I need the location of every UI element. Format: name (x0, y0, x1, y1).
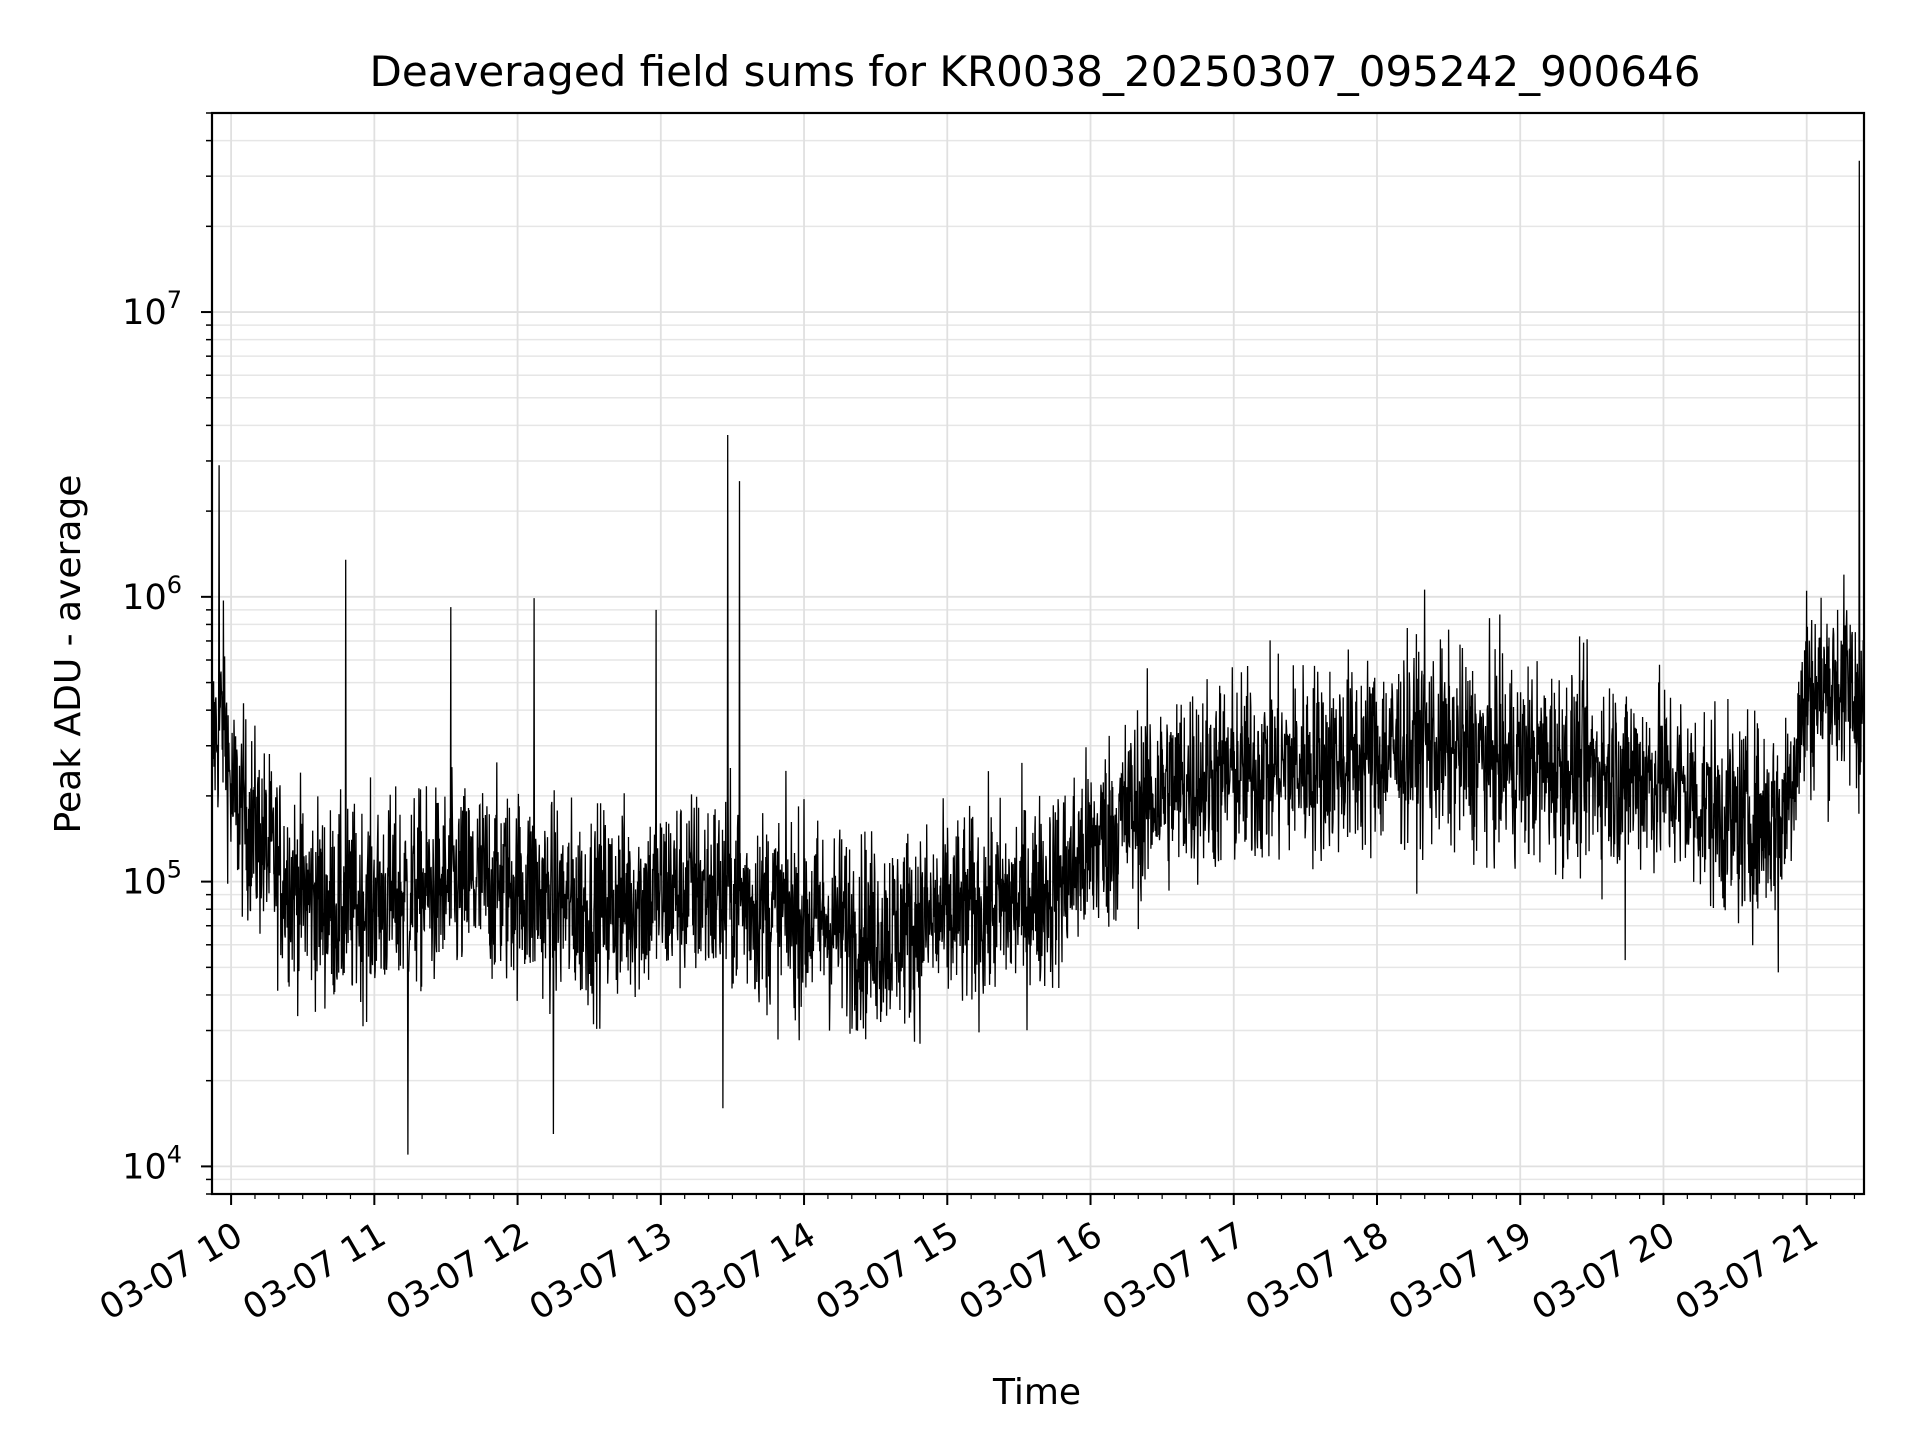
chart-title: Deaveraged field sums for KR0038_2025030… (370, 47, 1701, 96)
y-axis: 104 105 106 107 (122, 112, 212, 1195)
series-line (212, 160, 1864, 1155)
grid-layer (212, 112, 1864, 1195)
y-axis-label: Peak ADU - average (48, 475, 89, 834)
plot-frame (210, 111, 1866, 1196)
y-tick-label: 106 (122, 571, 182, 618)
x-axis-label: Time (992, 1372, 1081, 1413)
y-tick-label: 104 (122, 1140, 182, 1187)
plot-area (212, 160, 1864, 1155)
y-tick-label: 107 (122, 286, 182, 333)
y-tick-label: 105 (122, 856, 182, 903)
